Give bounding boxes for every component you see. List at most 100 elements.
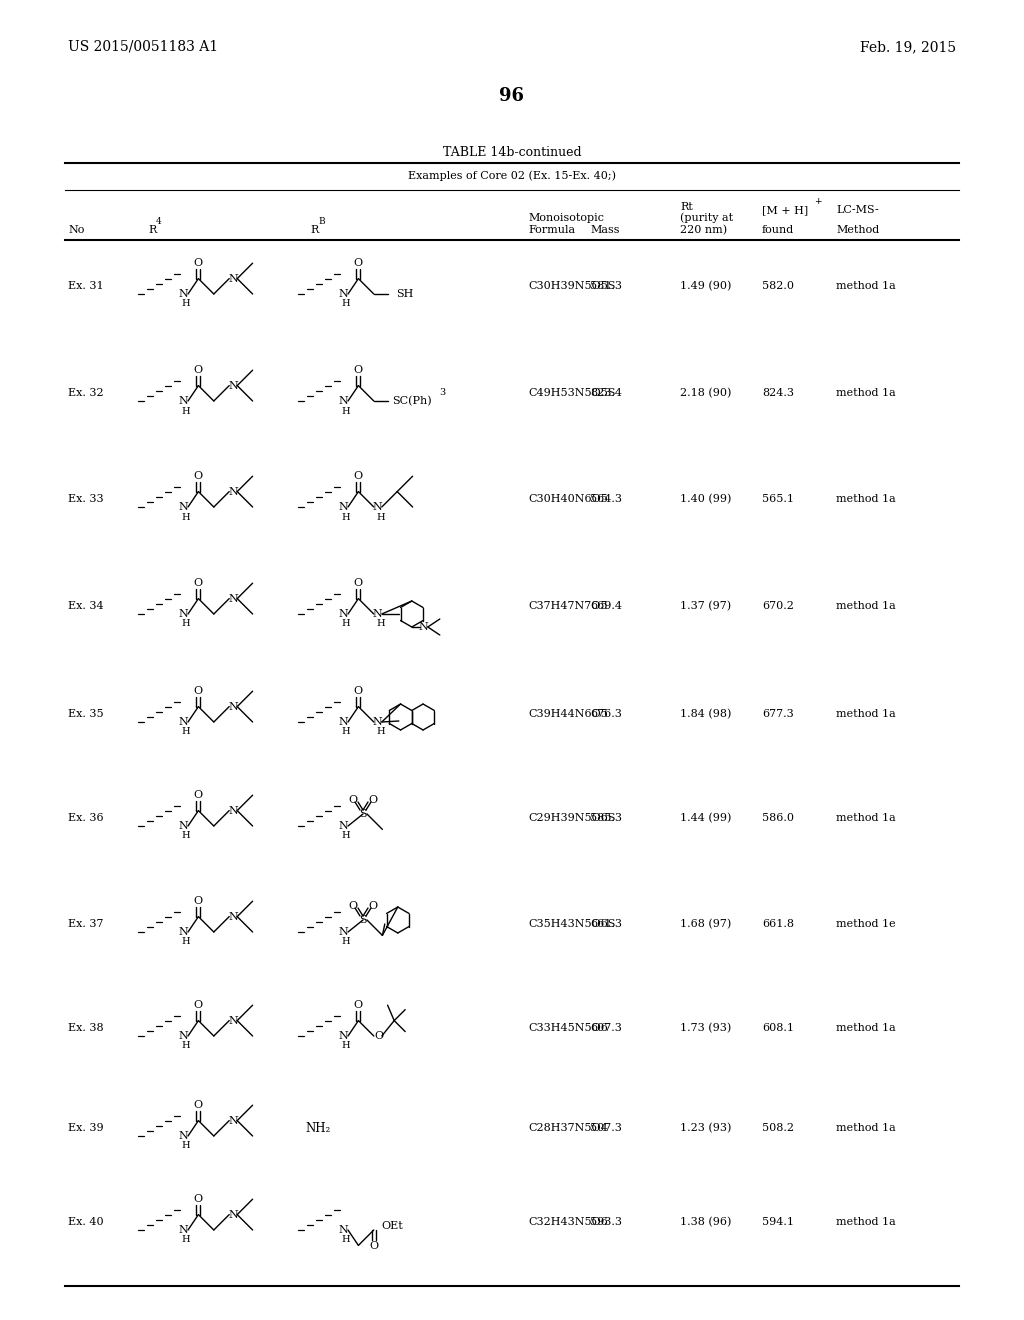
Text: method 1a: method 1a [836,1123,896,1133]
Text: O: O [194,471,203,480]
Text: method 1e: method 1e [836,919,896,929]
Text: No: No [68,224,84,235]
Text: O: O [194,685,203,696]
Text: O: O [370,1241,378,1251]
Text: N: N [228,1209,238,1220]
Text: N: N [228,1115,238,1126]
Text: C33H45N5O6: C33H45N5O6 [528,1023,608,1034]
Text: C30H40N6O5: C30H40N6O5 [528,494,608,504]
Text: 1.68 (97): 1.68 (97) [680,919,731,929]
Text: H: H [181,512,190,521]
Text: Ex. 33: Ex. 33 [68,494,103,504]
Text: N: N [178,821,187,832]
Text: C39H44N6O5: C39H44N6O5 [528,709,608,719]
Text: C28H37N5O4: C28H37N5O4 [528,1123,608,1133]
Text: C35H43N5O6S: C35H43N5O6S [528,919,615,929]
Text: O: O [194,257,203,268]
Text: O: O [194,364,203,375]
Text: H: H [342,619,350,628]
Text: 4: 4 [156,216,162,226]
Text: N: N [419,622,429,632]
Text: method 1a: method 1a [836,388,896,399]
Text: H: H [377,727,385,737]
Text: method 1a: method 1a [836,1023,896,1034]
Text: N: N [228,702,238,711]
Text: N: N [228,487,238,496]
Text: H: H [181,727,190,737]
Text: Ex. 36: Ex. 36 [68,813,103,822]
Text: N: N [228,594,238,603]
Text: method 1a: method 1a [836,709,896,719]
Text: 2.18 (90): 2.18 (90) [680,388,731,399]
Text: S: S [359,915,367,925]
Text: Examples of Core 02 (Ex. 15-Ex. 40;): Examples of Core 02 (Ex. 15-Ex. 40;) [408,170,616,181]
Text: H: H [181,1142,190,1151]
Text: O: O [194,895,203,906]
Text: method 1a: method 1a [836,281,896,290]
Text: O: O [374,1031,383,1041]
Text: 670.2: 670.2 [762,601,794,611]
Text: H: H [181,1236,190,1245]
Text: NH₂: NH₂ [305,1122,331,1134]
Text: N: N [178,1225,187,1236]
Text: O: O [348,902,357,911]
Text: N: N [373,502,383,512]
Text: N: N [373,609,383,619]
Text: Ex. 40: Ex. 40 [68,1217,103,1228]
Text: N: N [228,273,238,284]
Text: Ex. 35: Ex. 35 [68,709,103,719]
Text: Ex. 37: Ex. 37 [68,919,103,929]
Text: O: O [354,685,362,696]
Text: 823.4: 823.4 [590,388,622,399]
Text: O: O [354,999,362,1010]
Text: O: O [354,257,362,268]
Text: C30H39N5O5S: C30H39N5O5S [528,281,615,290]
Text: H: H [342,1041,350,1051]
Text: 661.3: 661.3 [590,919,622,929]
Text: 661.8: 661.8 [762,919,794,929]
Text: C29H39N5O6S: C29H39N5O6S [528,813,615,822]
Text: H: H [377,619,385,628]
Text: Ex. 38: Ex. 38 [68,1023,103,1034]
Text: H: H [342,300,350,309]
Text: R: R [148,224,157,235]
Text: N: N [338,396,348,407]
Text: H: H [181,619,190,628]
Text: S: S [359,809,367,818]
Text: Ex. 31: Ex. 31 [68,281,103,290]
Text: found: found [762,224,795,235]
Text: SH: SH [396,289,413,300]
Text: 565.1: 565.1 [762,494,794,504]
Text: Method: Method [836,224,880,235]
Text: 594.1: 594.1 [762,1217,794,1228]
Text: [M + H]: [M + H] [762,205,808,215]
Text: H: H [342,937,350,946]
Text: OEt: OEt [382,1221,403,1232]
Text: H: H [181,300,190,309]
Text: N: N [178,1031,187,1041]
Text: 1.38 (96): 1.38 (96) [680,1217,731,1228]
Text: O: O [354,578,362,587]
Text: 586.0: 586.0 [762,813,794,822]
Text: 1.84 (98): 1.84 (98) [680,709,731,719]
Text: C49H53N5O5S: C49H53N5O5S [528,388,615,399]
Text: 1.23 (93): 1.23 (93) [680,1123,731,1133]
Text: O: O [194,999,203,1010]
Text: 220 nm): 220 nm) [680,224,727,235]
Text: 608.1: 608.1 [762,1023,794,1034]
Text: N: N [178,502,187,512]
Text: B: B [318,216,325,226]
Text: O: O [354,364,362,375]
Text: Ex. 34: Ex. 34 [68,601,103,611]
Text: N: N [178,927,187,937]
Text: Rt: Rt [680,202,693,213]
Text: N: N [228,805,238,816]
Text: 564.3: 564.3 [590,494,622,504]
Text: N: N [338,289,348,300]
Text: N: N [338,1031,348,1041]
Text: 1.37 (97): 1.37 (97) [680,601,731,611]
Text: N: N [178,717,187,727]
Text: 607.3: 607.3 [590,1023,622,1034]
Text: N: N [338,502,348,512]
Text: method 1a: method 1a [836,601,896,611]
